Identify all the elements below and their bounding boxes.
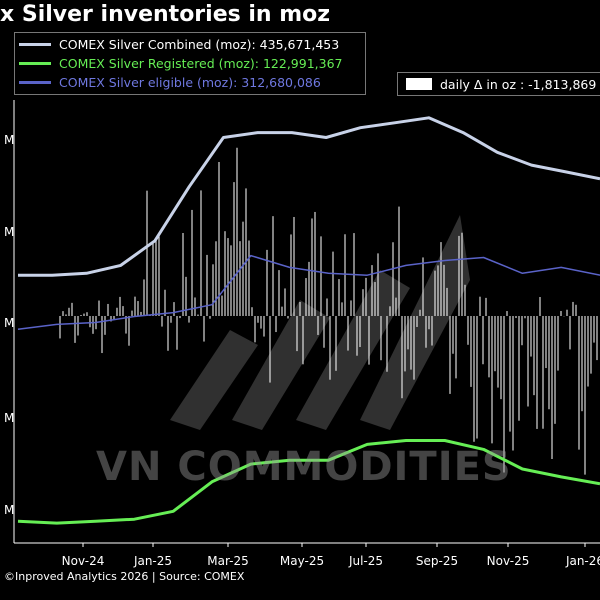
chart-title: x Silver inventories in moz bbox=[0, 2, 331, 27]
series-line-combined bbox=[18, 116, 600, 277]
legend-label-registered: COMEX Silver Registered (moz): 122,991,3… bbox=[59, 56, 343, 71]
legend-daily-delta: daily Δ in oz : -1,813,869 bbox=[397, 72, 600, 96]
source-credit: ©Inproved Analytics 2026 | Source: COMEX bbox=[4, 570, 245, 583]
x-tick-label: Sep-25 bbox=[416, 554, 458, 568]
legend-label-daily: daily Δ in oz : -1,813,869 bbox=[440, 76, 597, 92]
watermark-text: VN COMMODITIES bbox=[96, 444, 512, 490]
y-tick-label: M bbox=[4, 503, 14, 517]
x-tick-label: Jul-25 bbox=[348, 554, 383, 568]
x-tick-label: Jan-26 bbox=[565, 554, 600, 568]
legend-label-combined: COMEX Silver Combined (moz): 435,671,453 bbox=[59, 37, 340, 52]
y-tick-label: M bbox=[4, 225, 14, 239]
x-tick-label: Jan-25 bbox=[133, 554, 172, 568]
y-tick-label: M bbox=[4, 411, 14, 425]
legend-swatch-registered bbox=[19, 62, 51, 65]
x-tick-label: Nov-25 bbox=[487, 554, 530, 568]
legend-label-eligible: COMEX Silver eligible (moz): 312,680,086 bbox=[59, 75, 321, 90]
y-tick-label: M bbox=[4, 316, 14, 330]
series-line-eligible bbox=[17, 254, 600, 331]
series-line-registered bbox=[17, 439, 600, 525]
legend-item-eligible: COMEX Silver eligible (moz): 312,680,086 bbox=[19, 73, 359, 92]
daily-delta-bars bbox=[59, 147, 598, 475]
x-tick-label: May-25 bbox=[280, 554, 324, 568]
watermark-logo bbox=[170, 215, 470, 430]
legend-swatch-combined bbox=[19, 43, 51, 46]
legend-swatch-eligible bbox=[19, 81, 51, 84]
axis-ticks: Nov-24 Jan-25 Mar-25 May-25 Jul-25 Sep-25 Nov-… bbox=[4, 133, 600, 568]
legend-item-registered: COMEX Silver Registered (moz): 122,991,3… bbox=[19, 54, 359, 73]
legend-swatch-daily bbox=[406, 78, 432, 90]
x-tick-label: Mar-25 bbox=[207, 554, 248, 568]
legend-item-combined: COMEX Silver Combined (moz): 435,671,453 bbox=[19, 35, 359, 54]
series-lines bbox=[17, 116, 600, 525]
x-tick-label: Nov-24 bbox=[62, 554, 105, 568]
y-tick-label: M bbox=[4, 133, 14, 147]
legend: COMEX Silver Combined (moz): 435,671,453… bbox=[14, 32, 366, 95]
